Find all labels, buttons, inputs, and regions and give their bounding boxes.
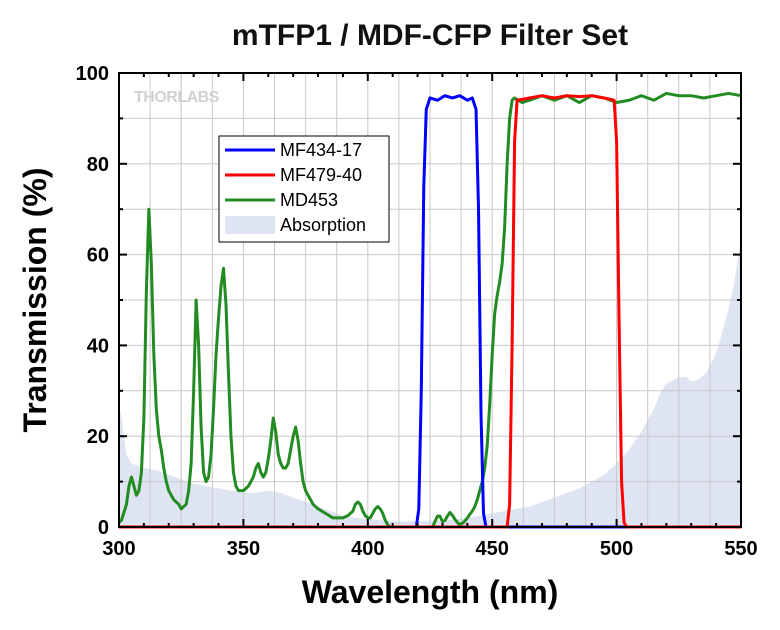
x-tick-label: 550	[724, 538, 757, 560]
y-axis-label: Transmission (%)	[17, 168, 53, 433]
x-tick-label: 500	[600, 538, 633, 560]
y-tick-label: 60	[87, 245, 109, 267]
chart-title: mTFP1 / MDF-CFP Filter Set	[232, 19, 628, 52]
x-axis-label: Wavelength (nm)	[302, 574, 559, 610]
y-tick-label: 40	[87, 335, 109, 357]
grid-lines	[119, 73, 741, 527]
legend-swatch-absorption	[225, 216, 275, 234]
y-tick-label: 20	[87, 426, 109, 448]
axis-ticks	[118, 72, 742, 528]
legend: MF434-17 MF479-40 MD453 Absorption	[218, 135, 390, 243]
legend-label-mf434-17: MF434-17	[280, 140, 362, 160]
y-tick-label: 100	[76, 63, 109, 85]
x-tick-label: 300	[102, 538, 135, 560]
legend-label-mf479-40: MF479-40	[280, 165, 362, 185]
x-axis-tick-labels: 300 350 400 450 500 550	[102, 538, 757, 560]
series-lines	[117, 91, 742, 529]
series-line-mf479-40	[119, 94, 741, 529]
legend-label-md453: MD453	[280, 190, 338, 210]
x-tick-label: 450	[476, 538, 509, 560]
y-axis-tick-labels: 0 20 40 60 80 100	[76, 63, 109, 539]
thorlabs-watermark: THORLABS	[134, 89, 220, 106]
legend-label-absorption: Absorption	[280, 215, 366, 235]
y-tick-label: 0	[98, 517, 109, 539]
series-line-mf434-17	[119, 94, 741, 529]
series-line-md453	[117, 91, 742, 529]
x-tick-label: 350	[227, 538, 260, 560]
x-tick-label: 400	[351, 538, 384, 560]
y-tick-label: 80	[87, 154, 109, 176]
plot-area: THORLABS	[117, 72, 742, 529]
